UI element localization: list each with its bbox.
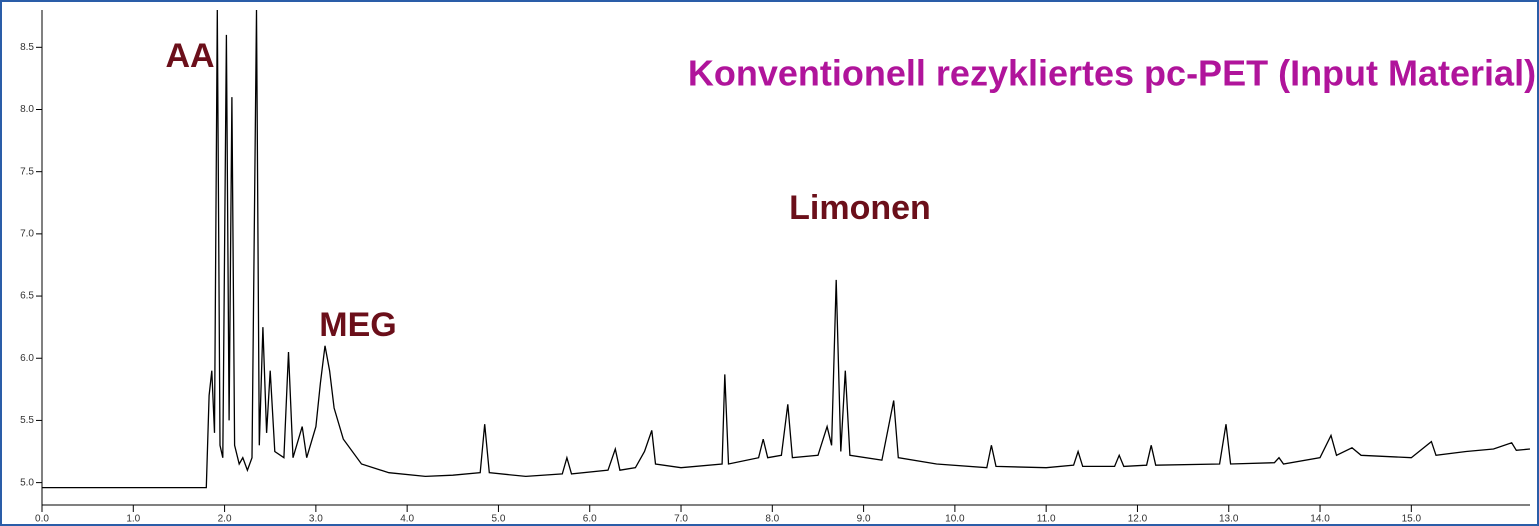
y-tick-label: 8.0: [20, 104, 34, 115]
y-tick-label: 7.0: [20, 229, 34, 240]
y-tick-label: 7.5: [20, 166, 34, 177]
y-tick-label: 5.5: [20, 415, 34, 426]
x-tick-label: 7.0: [674, 514, 688, 525]
x-tick-label: 10.0: [945, 514, 965, 525]
y-tick-label: 6.5: [20, 291, 34, 302]
y-tick-label: 6.0: [20, 353, 34, 364]
annotation: AA: [165, 37, 214, 75]
y-tick-label: 5.0: [20, 477, 34, 488]
x-tick-label: 11.0: [1037, 514, 1056, 525]
x-tick-label: 13.0: [1219, 514, 1239, 525]
x-tick-label: 2.0: [218, 514, 232, 525]
x-tick-label: 14.0: [1310, 514, 1330, 525]
x-tick-label: 9.0: [857, 514, 871, 525]
annotation: Limonen: [789, 189, 931, 227]
x-tick-label: 4.0: [400, 514, 414, 525]
x-tick-label: 8.0: [765, 514, 779, 525]
x-tick-label: 3.0: [309, 514, 323, 525]
x-tick-label: 5.0: [491, 514, 505, 525]
chromatogram-trace: [42, 9, 1531, 489]
x-tick-label: 12.0: [1128, 514, 1148, 525]
x-tick-label: 1.0: [126, 514, 140, 525]
annotation: MEG: [319, 306, 396, 344]
x-tick-label: 0.0: [35, 514, 49, 525]
x-tick-label: 15.0: [1402, 514, 1422, 525]
y-tick-label: 8.5: [20, 42, 34, 53]
x-tick-label: 6.0: [583, 514, 597, 525]
chart-title: Konventionell rezykliertes pc-PET (Input…: [688, 53, 1536, 94]
